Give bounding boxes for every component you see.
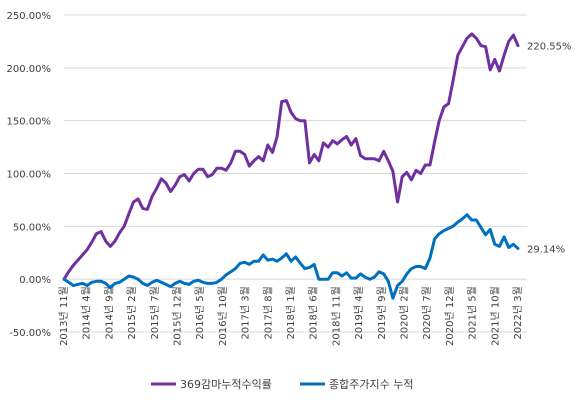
x-tick-label: 2020년 12월 xyxy=(444,286,456,346)
y-tick-label: 0.00% xyxy=(19,275,51,286)
y-tick-label: 150.00% xyxy=(7,117,52,128)
series-line-1 xyxy=(62,32,520,281)
x-tick-label: 2019년 4월 xyxy=(353,286,365,339)
x-tick-label: 2017년 8월 xyxy=(262,286,274,339)
legend-label: 종합주가지수 누적 xyxy=(329,378,413,391)
series-line-2 xyxy=(62,213,520,300)
x-tick-label: 2016년 5월 xyxy=(194,286,206,339)
x-tick-label: 2018년 6월 xyxy=(308,286,320,339)
x-tick-label: 2020년 2월 xyxy=(399,286,411,339)
series-end-label: 220.55% xyxy=(527,42,572,53)
y-tick-label: 250.00% xyxy=(7,11,52,22)
x-tick-label: 2015년 7월 xyxy=(149,286,161,339)
x-tick-label: 2019년 9월 xyxy=(376,286,388,339)
y-tick-label: -50.00% xyxy=(9,328,51,339)
x-tick-label: 2021년 10월 xyxy=(489,286,501,346)
x-tick-label: 2022년 3월 xyxy=(512,286,524,339)
series-end-label: 29.14% xyxy=(527,245,565,256)
x-tick-label: 2018년 1월 xyxy=(285,286,297,339)
y-tick-label: 100.00% xyxy=(7,170,52,181)
x-tick-label: 2020년 7월 xyxy=(421,286,433,339)
y-tick-label: 200.00% xyxy=(7,64,52,75)
y-tick-label: 50.00% xyxy=(13,222,51,233)
x-tick-label: 2018년 11월 xyxy=(330,286,342,346)
x-tick-label: 2015년 2월 xyxy=(126,286,138,339)
x-tick-label: 2013년 11월 xyxy=(58,286,70,346)
x-tick-label: 2015년 12월 xyxy=(172,286,184,346)
x-tick-label: 2021년 5월 xyxy=(467,286,479,339)
x-tick-label: 2014년 4월 xyxy=(81,286,93,339)
x-tick-label: 2017년 3월 xyxy=(240,286,252,339)
x-tick-label: 2016년 10월 xyxy=(217,286,229,346)
legend-label: 369감마누적수익률 xyxy=(180,378,272,391)
x-tick-label: 2014년 9월 xyxy=(103,286,115,339)
